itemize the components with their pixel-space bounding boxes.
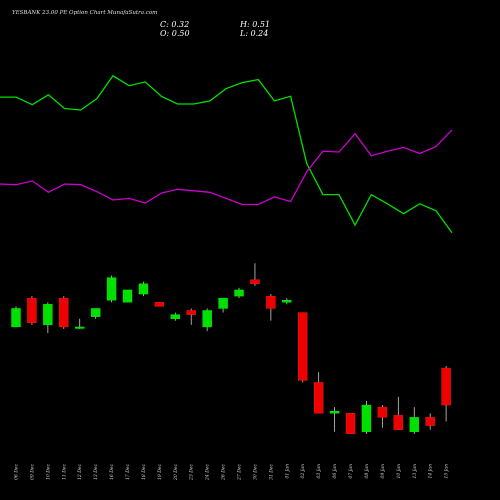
- x-tick-label: 02 Jan: [300, 464, 306, 479]
- x-tick-label: 10 Jan: [396, 464, 402, 479]
- x-tick-label: 11 Dec: [61, 464, 67, 480]
- candle-body: [409, 417, 419, 432]
- x-tick-label: 31 Dec: [268, 464, 274, 480]
- candle-body: [250, 279, 260, 284]
- candle-body: [154, 302, 165, 307]
- candle-body: [59, 297, 69, 328]
- x-tick-label: 24 Dec: [205, 464, 211, 481]
- x-tick-label: 20 Dec: [173, 464, 179, 481]
- chart-title: YESBANK 23.00 PE Option Chart MunafaSutr…: [12, 10, 158, 16]
- candle-body: [266, 295, 276, 309]
- x-tick-label: 13 Jan: [412, 464, 418, 479]
- x-tick-label: 03 Jan: [316, 464, 322, 479]
- candle-body: [43, 304, 53, 326]
- x-tick-label: 27 Dec: [237, 464, 243, 481]
- candle-body: [282, 300, 292, 303]
- x-tick-label: 19 Dec: [157, 464, 163, 480]
- candle-body: [27, 297, 37, 324]
- x-tick-label: 23 Dec: [189, 464, 195, 481]
- x-tick-label: 09 Jan: [380, 464, 386, 479]
- candle-body: [170, 314, 181, 319]
- candle-body: [313, 382, 324, 414]
- x-tick-label: 18 Dec: [141, 464, 147, 480]
- x-tick-label: 15 Jan: [444, 464, 450, 479]
- candle-body: [11, 308, 21, 328]
- x-tick-label: 17 Dec: [125, 464, 131, 480]
- high-readout: H: 0.51: [240, 20, 271, 29]
- candle-body: [75, 326, 85, 329]
- x-tick-label: 01 Jan: [284, 464, 290, 479]
- x-tick-label: 06 Dec: [14, 464, 20, 480]
- candle-body: [202, 310, 212, 328]
- candle-body: [329, 411, 340, 414]
- x-tick-label: 06 Jan: [332, 464, 338, 479]
- x-tick-label: 14 Jan: [428, 464, 434, 479]
- candle-body: [106, 277, 117, 301]
- candle-body: [377, 406, 388, 418]
- candle-body: [425, 417, 435, 426]
- x-tick-label: 10 Dec: [45, 464, 51, 480]
- x-tick-label: 09 Dec: [29, 464, 35, 480]
- open-readout: O: 0.50: [160, 29, 190, 38]
- candle-body: [122, 289, 133, 303]
- indicator-line-1: [0, 74, 453, 234]
- low-readout: L: 0.24: [240, 29, 269, 38]
- candle-body: [234, 289, 244, 297]
- candle-body: [441, 367, 451, 406]
- candle-body: [345, 413, 356, 435]
- x-tick-label: 26 Dec: [221, 464, 227, 481]
- candle-body: [298, 312, 308, 381]
- candle-body: [138, 283, 149, 295]
- x-tick-label: 30 Dec: [252, 464, 258, 480]
- candle-body: [218, 297, 228, 309]
- x-tick-label: 13 Dec: [93, 464, 99, 480]
- candle-body: [393, 415, 404, 430]
- x-tick-label: 16 Dec: [109, 464, 115, 480]
- x-tick-label: 07 Jan: [348, 464, 354, 479]
- indicator-line-2: [0, 129, 453, 206]
- candle-body: [90, 308, 101, 317]
- x-tick-label: 08 Jan: [364, 464, 370, 479]
- close-readout: C: 0.32: [160, 20, 190, 29]
- x-tick-label: 12 Dec: [77, 464, 83, 480]
- candle-body: [186, 310, 196, 315]
- candle-body: [361, 404, 372, 432]
